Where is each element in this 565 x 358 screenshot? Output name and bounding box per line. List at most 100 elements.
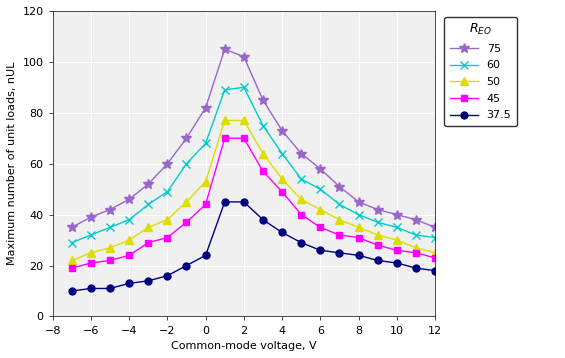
- 75: [145, 182, 151, 186]
- 37.5: [145, 279, 151, 283]
- 37.5: [126, 281, 133, 286]
- 37.5: [221, 200, 228, 204]
- 50: [374, 233, 381, 237]
- 37.5: [317, 248, 324, 252]
- 60: [374, 220, 381, 224]
- 45: [432, 256, 438, 260]
- 50: [164, 218, 171, 222]
- 50: [107, 246, 114, 250]
- 45: [68, 266, 75, 270]
- 37.5: [393, 261, 400, 265]
- 50: [355, 225, 362, 229]
- 60: [126, 218, 133, 222]
- 45: [374, 243, 381, 247]
- 50: [68, 258, 75, 263]
- 45: [202, 202, 209, 207]
- 45: [298, 213, 305, 217]
- 75: [317, 167, 324, 171]
- 50: [259, 151, 266, 156]
- 45: [336, 233, 343, 237]
- 75: [183, 136, 190, 140]
- 75: [336, 184, 343, 189]
- 37.5: [298, 241, 305, 245]
- 45: [393, 248, 400, 252]
- 50: [126, 238, 133, 242]
- Line: 50: 50: [68, 116, 439, 265]
- 45: [259, 169, 266, 174]
- 37.5: [183, 263, 190, 268]
- 60: [68, 241, 75, 245]
- 45: [221, 136, 228, 140]
- 37.5: [336, 251, 343, 255]
- Line: 45: 45: [68, 135, 438, 272]
- 37.5: [88, 286, 94, 291]
- 45: [355, 236, 362, 240]
- 45: [317, 225, 324, 229]
- 75: [68, 225, 75, 229]
- 60: [164, 190, 171, 194]
- 50: [183, 200, 190, 204]
- 37.5: [68, 289, 75, 293]
- 37.5: [107, 286, 114, 291]
- 60: [412, 233, 419, 237]
- 75: [355, 200, 362, 204]
- Line: 37.5: 37.5: [68, 198, 438, 295]
- 60: [393, 225, 400, 229]
- 50: [432, 251, 438, 255]
- 60: [107, 225, 114, 229]
- 45: [183, 220, 190, 224]
- Y-axis label: Maximum number of unit loads, nUL: Maximum number of unit loads, nUL: [7, 62, 17, 265]
- 75: [298, 151, 305, 156]
- 60: [145, 202, 151, 207]
- 75: [107, 207, 114, 212]
- 50: [393, 238, 400, 242]
- 45: [145, 241, 151, 245]
- 50: [88, 251, 94, 255]
- Line: 75: 75: [67, 44, 440, 232]
- 60: [355, 213, 362, 217]
- 60: [241, 85, 247, 90]
- 50: [412, 246, 419, 250]
- 75: [279, 129, 285, 133]
- 60: [259, 124, 266, 128]
- 60: [202, 141, 209, 145]
- 37.5: [355, 253, 362, 257]
- 75: [88, 215, 94, 219]
- 60: [221, 88, 228, 92]
- 60: [183, 161, 190, 166]
- 60: [336, 202, 343, 207]
- 37.5: [432, 268, 438, 273]
- 60: [88, 233, 94, 237]
- 45: [164, 236, 171, 240]
- 50: [202, 179, 209, 184]
- 75: [393, 213, 400, 217]
- 45: [241, 136, 247, 140]
- 45: [107, 258, 114, 263]
- 75: [241, 55, 247, 59]
- 60: [298, 177, 305, 181]
- 75: [221, 47, 228, 51]
- 75: [374, 207, 381, 212]
- 75: [259, 98, 266, 102]
- 75: [432, 225, 438, 229]
- 37.5: [241, 200, 247, 204]
- 75: [164, 161, 171, 166]
- 45: [126, 253, 133, 257]
- 50: [279, 177, 285, 181]
- Line: 60: 60: [68, 83, 439, 247]
- 60: [432, 236, 438, 240]
- 60: [317, 187, 324, 191]
- 50: [336, 218, 343, 222]
- 45: [412, 251, 419, 255]
- 75: [202, 106, 209, 110]
- 60: [279, 151, 285, 156]
- 75: [412, 218, 419, 222]
- 50: [241, 118, 247, 122]
- 50: [221, 118, 228, 122]
- 50: [145, 225, 151, 229]
- 37.5: [202, 253, 209, 257]
- 37.5: [164, 274, 171, 278]
- 45: [88, 261, 94, 265]
- 37.5: [374, 258, 381, 263]
- 37.5: [412, 266, 419, 270]
